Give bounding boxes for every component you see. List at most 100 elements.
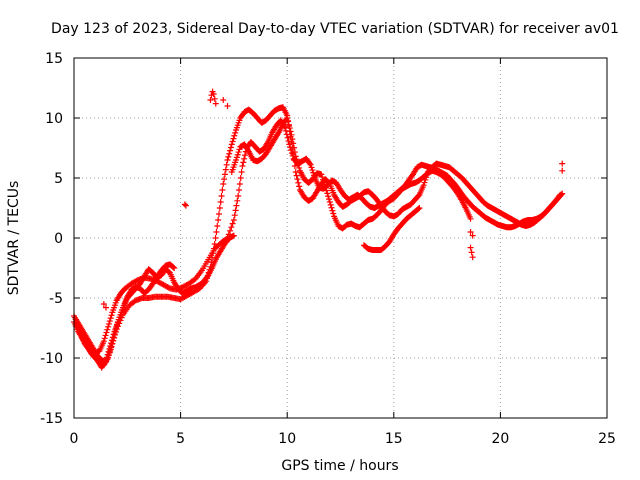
data-point bbox=[230, 217, 237, 223]
data-point bbox=[104, 326, 111, 333]
data-point bbox=[210, 245, 217, 252]
data-point bbox=[469, 254, 476, 261]
data-point bbox=[236, 146, 243, 153]
data-point bbox=[292, 169, 299, 175]
data-point bbox=[235, 149, 242, 156]
data-point bbox=[236, 187, 243, 193]
data-point bbox=[323, 187, 330, 194]
data-point bbox=[230, 232, 237, 239]
data-point bbox=[294, 159, 301, 166]
data-point bbox=[222, 166, 229, 173]
x-tick-label: 20 bbox=[491, 431, 509, 447]
data-point bbox=[240, 159, 247, 166]
data-point bbox=[318, 171, 325, 178]
data-point bbox=[325, 196, 332, 203]
data-point bbox=[181, 201, 188, 208]
data-point bbox=[309, 167, 316, 174]
data-point bbox=[296, 164, 303, 171]
data-point bbox=[308, 164, 315, 171]
data-point bbox=[220, 181, 227, 187]
y-tick-label: -15 bbox=[40, 411, 63, 427]
data-point bbox=[294, 176, 301, 183]
data-point bbox=[320, 179, 327, 186]
data-point bbox=[238, 169, 245, 175]
data-point bbox=[233, 154, 240, 161]
data-point bbox=[241, 155, 248, 162]
data-point bbox=[322, 184, 329, 191]
data-point bbox=[213, 229, 220, 235]
data-point bbox=[214, 223, 221, 229]
data-point bbox=[559, 160, 566, 167]
y-axis-label: SDTVAR / TECUs bbox=[6, 181, 22, 296]
data-point bbox=[284, 134, 291, 141]
data-point bbox=[218, 193, 225, 199]
y-tick-label: 0 bbox=[54, 231, 63, 247]
data-point bbox=[232, 129, 239, 136]
data-point bbox=[239, 163, 246, 169]
data-point bbox=[233, 202, 240, 209]
data-point bbox=[105, 323, 112, 330]
y-tick-labels: -15 -10 -5 0 5 10 15 bbox=[40, 51, 63, 427]
data-point bbox=[224, 103, 231, 109]
data-point bbox=[100, 301, 107, 307]
data-point bbox=[288, 150, 295, 157]
data-point bbox=[285, 121, 292, 128]
data-point bbox=[227, 147, 234, 154]
data-point bbox=[326, 199, 333, 205]
data-point bbox=[171, 265, 178, 271]
data-point bbox=[211, 241, 218, 247]
chart-title: Day 123 of 2023, Sidereal Day-to-day VTE… bbox=[51, 21, 619, 37]
data-point bbox=[228, 141, 235, 148]
data-point bbox=[306, 160, 313, 167]
data-point bbox=[291, 149, 298, 156]
data-point bbox=[227, 144, 234, 151]
data-point bbox=[320, 176, 327, 183]
data-point bbox=[215, 217, 222, 223]
data-point bbox=[293, 156, 300, 163]
data-point bbox=[229, 138, 236, 145]
data-point bbox=[295, 162, 302, 169]
data-point bbox=[325, 193, 332, 200]
data-point bbox=[285, 118, 292, 125]
data-point bbox=[102, 332, 109, 339]
data-point bbox=[284, 115, 291, 121]
data-point bbox=[325, 180, 332, 187]
data-point bbox=[241, 152, 248, 159]
data-point bbox=[416, 205, 423, 211]
data-point bbox=[212, 235, 219, 241]
data-point bbox=[327, 201, 334, 208]
data-point bbox=[321, 181, 328, 188]
data-point bbox=[104, 351, 111, 358]
data-point bbox=[288, 131, 295, 138]
data-point bbox=[234, 151, 241, 158]
x-tick-label: 25 bbox=[598, 431, 616, 447]
data-point bbox=[105, 320, 112, 327]
data-point bbox=[231, 212, 238, 219]
data-point bbox=[231, 132, 238, 139]
data-point bbox=[232, 207, 239, 214]
data-point bbox=[216, 205, 223, 211]
data-point bbox=[102, 304, 109, 311]
data-point bbox=[106, 345, 113, 352]
data-point bbox=[228, 224, 235, 231]
data-point bbox=[225, 153, 232, 160]
data-point bbox=[236, 181, 243, 187]
data-point bbox=[287, 128, 294, 135]
y-tick-label: 5 bbox=[54, 171, 63, 187]
data-point bbox=[221, 171, 228, 178]
data-point bbox=[207, 97, 214, 103]
data-point bbox=[103, 329, 110, 336]
data-point bbox=[107, 343, 114, 349]
data-point bbox=[420, 182, 427, 189]
data-point bbox=[211, 95, 218, 102]
data-point bbox=[293, 172, 300, 179]
data-point bbox=[182, 202, 189, 209]
data-point bbox=[324, 190, 331, 197]
data-point bbox=[307, 161, 314, 168]
data-point bbox=[223, 161, 230, 168]
data-point bbox=[108, 340, 115, 347]
data-point bbox=[109, 334, 116, 341]
y-tick-label: -10 bbox=[40, 351, 63, 367]
data-point bbox=[105, 348, 112, 355]
